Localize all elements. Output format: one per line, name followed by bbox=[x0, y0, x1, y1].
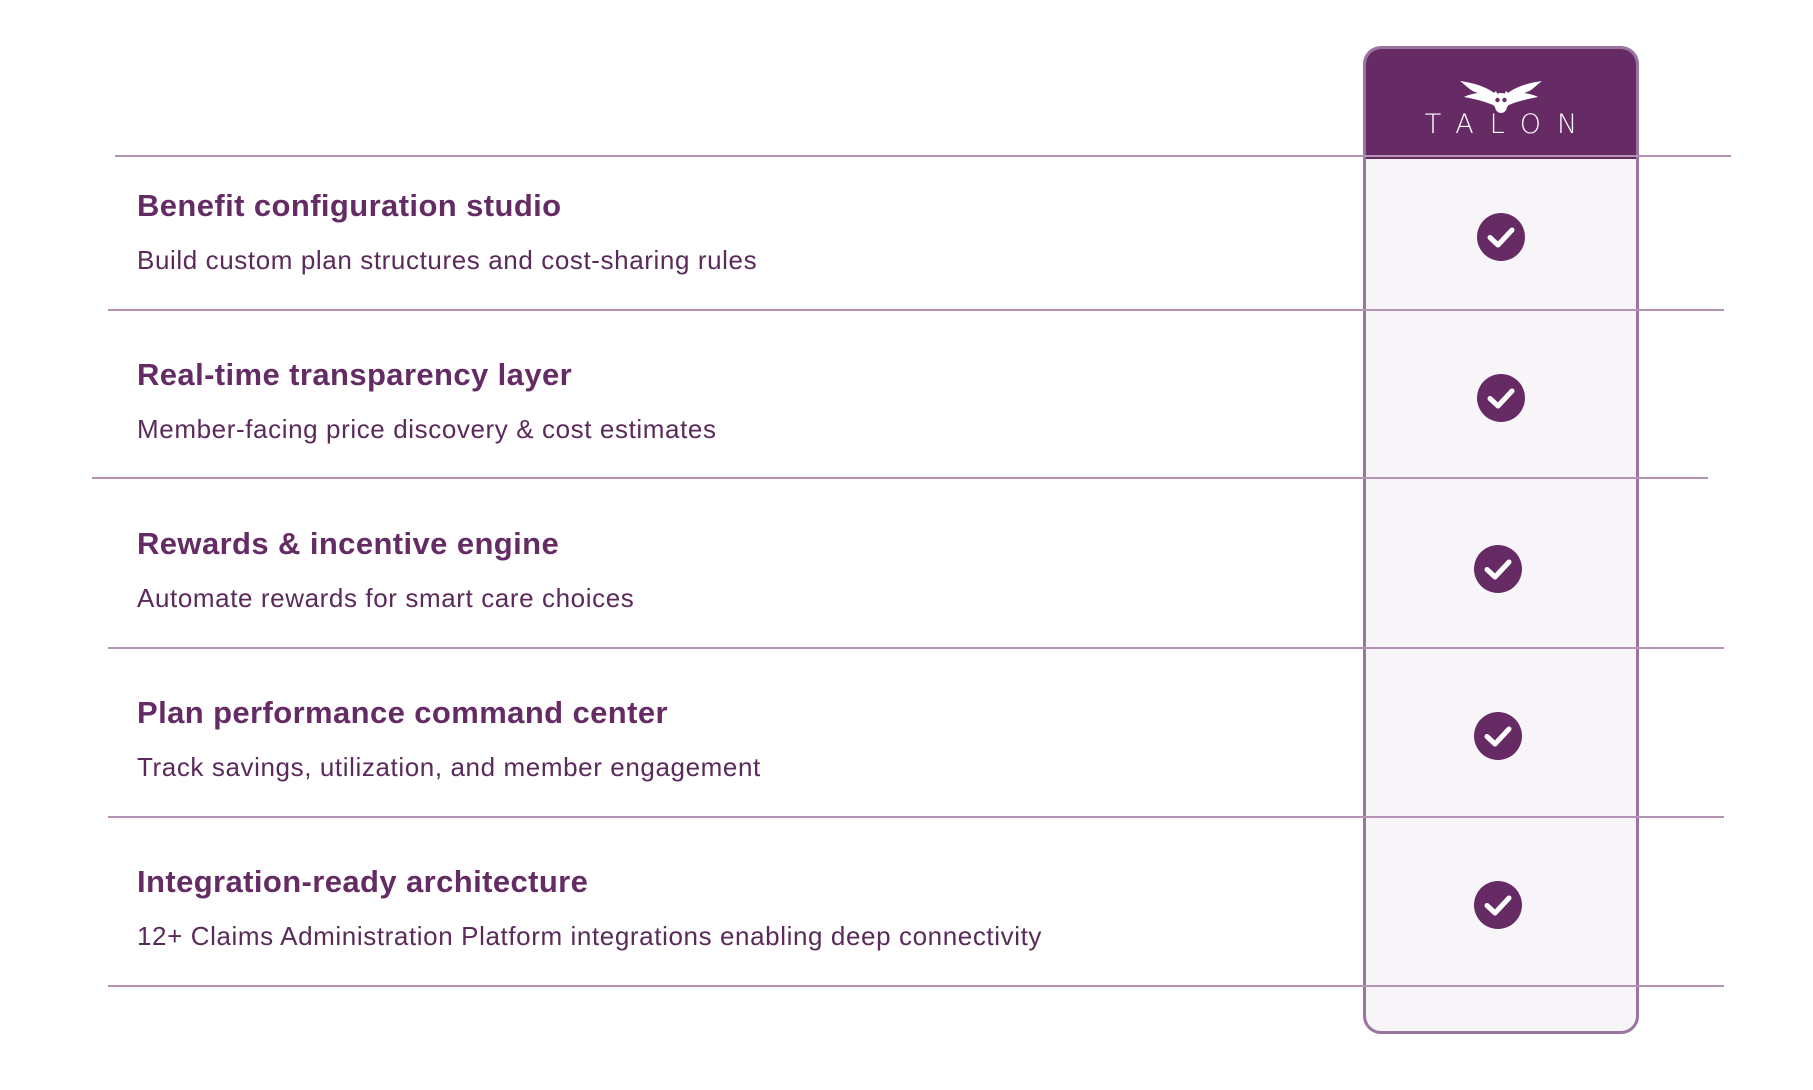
feature-title: Real-time transparency layer bbox=[137, 357, 573, 392]
feature-description: Track savings, utilization, and member e… bbox=[137, 752, 761, 782]
owl-icon bbox=[1460, 81, 1542, 113]
feature-description: 12+ Claims Administration Platform integ… bbox=[137, 921, 1043, 951]
feature-description: Automate rewards for smart care choices bbox=[137, 583, 635, 613]
talon-column-header: TALON bbox=[1366, 49, 1636, 159]
check-icon bbox=[1477, 374, 1525, 422]
feature-description: Build custom plan structures and cost-sh… bbox=[137, 245, 758, 275]
divider-bottom bbox=[108, 985, 1724, 987]
talon-column: TALON bbox=[1363, 46, 1639, 1034]
feature-title: Benefit configuration studio bbox=[137, 188, 562, 223]
divider-top bbox=[115, 155, 1731, 157]
check-icon bbox=[1474, 881, 1522, 929]
divider-row-2 bbox=[92, 477, 1708, 479]
feature-description: Member-facing price discovery & cost est… bbox=[137, 414, 717, 444]
divider-row-3 bbox=[108, 647, 1724, 649]
talon-logo-text: TALON bbox=[1424, 109, 1594, 140]
divider-row-1 bbox=[108, 309, 1724, 311]
feature-title: Rewards & incentive engine bbox=[137, 526, 560, 561]
check-icon bbox=[1474, 712, 1522, 760]
check-icon bbox=[1474, 545, 1522, 593]
feature-title: Plan performance command center bbox=[137, 695, 668, 730]
divider-row-4 bbox=[108, 816, 1724, 818]
feature-title: Integration-ready architecture bbox=[137, 864, 589, 899]
check-icon bbox=[1477, 213, 1525, 261]
